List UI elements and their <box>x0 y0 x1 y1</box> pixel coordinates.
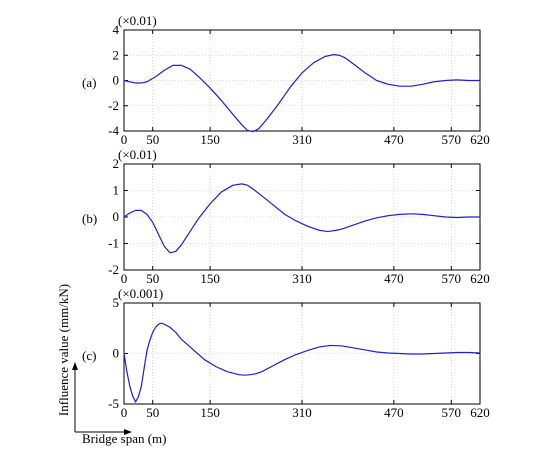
x-tick-label: 50 <box>146 132 159 147</box>
y-direction-arrow-head <box>72 362 78 370</box>
x-tick-label: 570 <box>442 271 462 286</box>
x-tick-label: 310 <box>292 405 312 420</box>
chart-panel-3: 50-50 50 150 310 470 570 620(×0.001)(c) <box>82 286 490 420</box>
x-tick-label: 570 <box>442 405 462 420</box>
x-tick-label: 150 <box>200 132 220 147</box>
y-tick-label: 2 <box>113 156 120 171</box>
x-axis-title-text: Bridge span (m) <box>82 431 166 446</box>
chart-panel-1: 420-2-40 50 150 310 470 570 620(×0.01)(a) <box>82 13 490 147</box>
panel-label: (c) <box>82 348 96 363</box>
x-tick-label: 470 <box>384 405 404 420</box>
x-tick-label: 150 <box>200 271 220 286</box>
y-tick-label: 0 <box>113 209 120 224</box>
chart-panels: 420-2-40 50 150 310 470 570 620(×0.01)(a)210-1… <box>82 13 490 420</box>
influence-line-series-1 <box>123 183 481 254</box>
y-tick-label: -1 <box>108 236 119 251</box>
y-tick-label: 5 <box>113 295 120 310</box>
influence-line-series-1 <box>123 54 481 133</box>
x-tick-label: 620 <box>470 271 490 286</box>
x-tick-label: 50 <box>146 271 159 286</box>
axis-direction-arrows <box>72 362 132 435</box>
y-tick-label: -2 <box>108 98 119 113</box>
scale-label: (×0.01) <box>118 13 157 28</box>
x-tick-label: 570 <box>442 132 462 147</box>
x-tick-label: 470 <box>384 271 404 286</box>
panel-label: (a) <box>82 75 96 90</box>
y-tick-label: -2 <box>108 262 119 277</box>
x-tick-label: 50 <box>146 405 159 420</box>
x-tick-label: 310 <box>292 271 312 286</box>
x-tick-label: 620 <box>470 405 490 420</box>
y-tick-label: 4 <box>113 22 120 37</box>
y-tick-label: -4 <box>108 123 119 138</box>
scale-label: (×0.01) <box>118 147 157 162</box>
x-tick-label: 0 <box>121 271 128 286</box>
x-tick-label: 620 <box>470 132 490 147</box>
x-tick-label: 470 <box>384 132 404 147</box>
y-tick-label: 0 <box>113 73 120 88</box>
y-tick-label: 1 <box>113 183 120 198</box>
scale-label: (×0.001) <box>118 286 163 301</box>
x-tick-label: 150 <box>200 405 220 420</box>
x-tick-label: 310 <box>292 132 312 147</box>
influence-line-series-1 <box>123 322 481 403</box>
chart-panel-2: 210-1-20 50 150 310 470 570 620(×0.01)(b) <box>82 147 490 286</box>
panel-label: (b) <box>82 211 97 226</box>
y-axis-title-text: Influence value (mm/kN) <box>56 284 71 416</box>
y-tick-label: 2 <box>113 47 120 62</box>
x-tick-label: 0 <box>121 405 128 420</box>
y-tick-label: 0 <box>113 346 120 361</box>
x-direction-arrow-head <box>124 429 132 435</box>
y-tick-label: -5 <box>108 396 119 411</box>
y-axis-title: Influence value (mm/kN) <box>56 284 71 416</box>
x-tick-label: 0 <box>121 132 128 147</box>
